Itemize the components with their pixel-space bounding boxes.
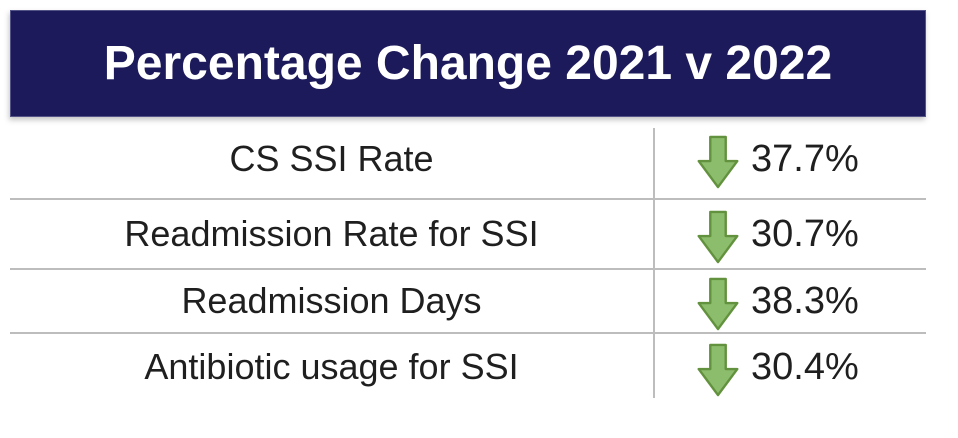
percentage-change-table: Percentage Change 2021 v 2022 CS SSI Rat…: [0, 10, 958, 438]
metric-label: CS SSI Rate: [229, 138, 434, 179]
metric-value: 30.4%: [751, 345, 859, 388]
metric-label: Readmission Rate for SSI: [124, 213, 539, 254]
table-row: CS SSI Rate 37.7%: [10, 120, 926, 200]
down-arrow-icon: [697, 277, 739, 331]
metric-label: Antibiotic usage for SSI: [144, 346, 519, 387]
page-title: Percentage Change 2021 v 2022: [103, 37, 833, 90]
metric-value: 37.7%: [751, 137, 859, 180]
metric-value: 38.3%: [751, 279, 859, 322]
column-divider-line: [653, 128, 655, 398]
down-arrow-icon: [697, 210, 739, 264]
table-row: Readmission Rate for SSI 30.7%: [10, 200, 926, 270]
table-row: Antibiotic usage for SSI 30.4%: [10, 334, 926, 400]
metric-value-cell: 37.7%: [653, 120, 926, 198]
table-body: CS SSI Rate 37.7% Readmission Rate for S…: [10, 120, 926, 400]
metric-value-cell: 30.7%: [653, 200, 926, 268]
down-arrow-icon: [697, 343, 739, 397]
metric-label: Readmission Days: [181, 280, 482, 321]
table-title-banner: Percentage Change 2021 v 2022: [10, 10, 926, 117]
table-row: Readmission Days 38.3%: [10, 270, 926, 334]
metric-value-cell: 38.3%: [653, 270, 926, 332]
metric-value: 30.7%: [751, 212, 859, 255]
down-arrow-icon: [697, 135, 739, 189]
metric-value-cell: 30.4%: [653, 334, 926, 400]
